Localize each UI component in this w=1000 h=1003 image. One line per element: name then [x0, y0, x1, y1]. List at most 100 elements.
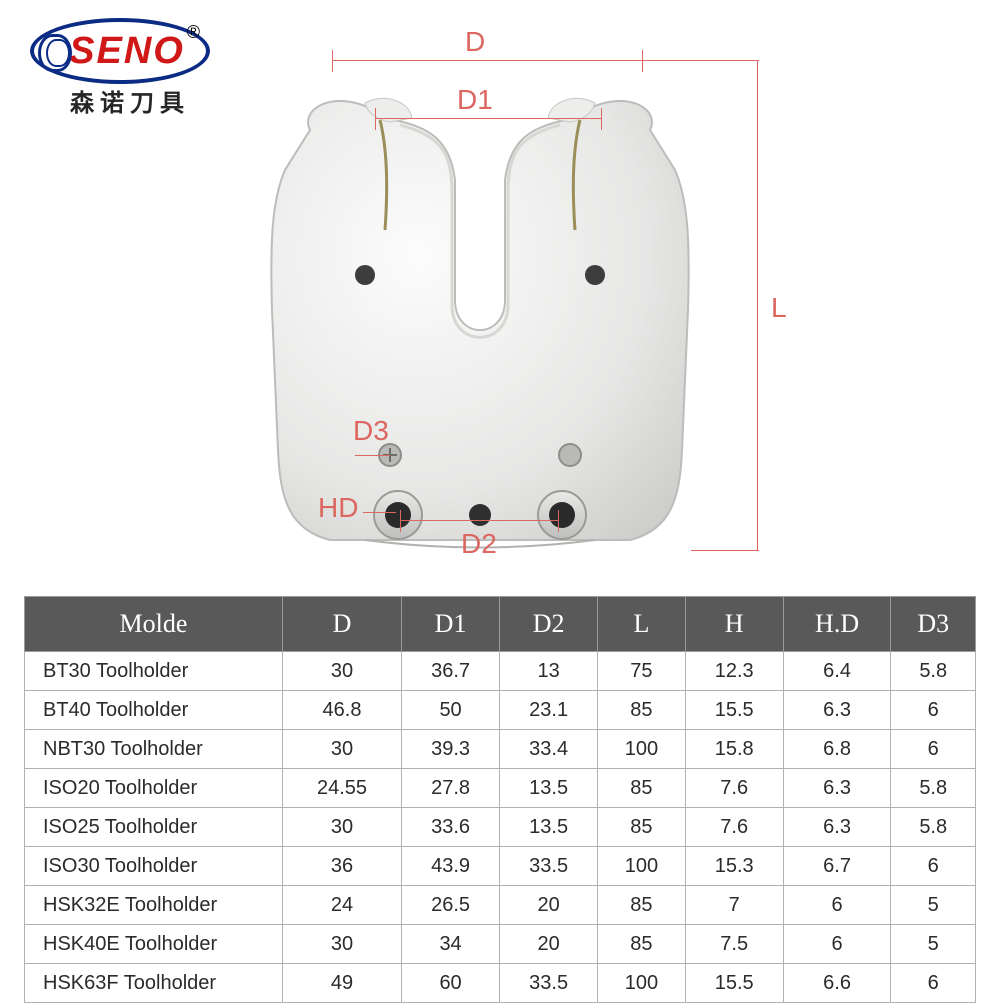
- table-cell: 85: [598, 769, 686, 808]
- table-cell: 75: [598, 652, 686, 691]
- table-cell: 6: [783, 886, 891, 925]
- table-cell: HSK63F Toolholder: [25, 964, 283, 1003]
- col-header: H: [685, 597, 783, 652]
- table-cell: 6: [891, 730, 976, 769]
- table-cell: 6.3: [783, 691, 891, 730]
- table-cell: 6: [783, 925, 891, 964]
- table-cell: BT40 Toolholder: [25, 691, 283, 730]
- table-cell: 6.8: [783, 730, 891, 769]
- table-cell: 6.4: [783, 652, 891, 691]
- table-cell: 36: [283, 847, 402, 886]
- table-cell: 85: [598, 886, 686, 925]
- table-row: ISO25 Toolholder3033.613.5857.66.35.8: [25, 808, 976, 847]
- table-cell: 13: [500, 652, 598, 691]
- table-cell: 15.5: [685, 691, 783, 730]
- dim-label-L: L: [771, 292, 787, 324]
- dim-label-HD: HD: [318, 492, 358, 524]
- dim-line-L: [757, 60, 758, 550]
- table-cell: 6: [891, 964, 976, 1003]
- col-header: D3: [891, 597, 976, 652]
- dim-line-D1: [375, 118, 601, 119]
- table-cell: 34: [402, 925, 500, 964]
- table-cell: 100: [598, 847, 686, 886]
- table-cell: 33.5: [500, 964, 598, 1003]
- table-row: BT40 Toolholder46.85023.18515.56.36: [25, 691, 976, 730]
- table-cell: 20: [500, 925, 598, 964]
- col-header: Molde: [25, 597, 283, 652]
- table-row: HSK32E Toolholder2426.52085765: [25, 886, 976, 925]
- table-cell: 6.6: [783, 964, 891, 1003]
- table-cell: 7.6: [685, 808, 783, 847]
- table-row: ISO20 Toolholder24.5527.813.5857.66.35.8: [25, 769, 976, 808]
- table-cell: 6: [891, 691, 976, 730]
- col-header: H.D: [783, 597, 891, 652]
- table-cell: 6.3: [783, 769, 891, 808]
- table-cell: 85: [598, 808, 686, 847]
- table-cell: 85: [598, 691, 686, 730]
- table-cell: 15.8: [685, 730, 783, 769]
- dim-label-D3: D3: [353, 415, 389, 447]
- table-row: BT30 Toolholder3036.7137512.36.45.8: [25, 652, 976, 691]
- table-cell: HSK32E Toolholder: [25, 886, 283, 925]
- table-cell: 5: [891, 886, 976, 925]
- table-cell: 23.1: [500, 691, 598, 730]
- table-cell: 5.8: [891, 769, 976, 808]
- table-cell: 49: [283, 964, 402, 1003]
- logo-brand-text: SENO: [69, 32, 185, 70]
- dim-line-D: [332, 60, 642, 61]
- table-cell: NBT30 Toolholder: [25, 730, 283, 769]
- table-cell: 46.8: [283, 691, 402, 730]
- table-cell: 6.7: [783, 847, 891, 886]
- table-row: HSK40E Toolholder303420857.565: [25, 925, 976, 964]
- table-cell: 7.5: [685, 925, 783, 964]
- table-cell: 7.6: [685, 769, 783, 808]
- registered-mark: ®: [187, 22, 200, 43]
- brand-logo: SENO ® 森诺刀具: [30, 18, 230, 119]
- dim-label-D: D: [465, 26, 485, 58]
- table-cell: 20: [500, 886, 598, 925]
- dim-line-D2: [400, 520, 558, 521]
- table-cell: BT30 Toolholder: [25, 652, 283, 691]
- table-cell: 5.8: [891, 652, 976, 691]
- table-row: ISO30 Toolholder3643.933.510015.36.76: [25, 847, 976, 886]
- product-diagram: D D1 L D3 HD D2: [235, 50, 795, 570]
- table-cell: 24.55: [283, 769, 402, 808]
- table-cell: 33.4: [500, 730, 598, 769]
- col-header: L: [598, 597, 686, 652]
- table-cell: 24: [283, 886, 402, 925]
- table-cell: 15.5: [685, 964, 783, 1003]
- table-cell: 100: [598, 730, 686, 769]
- table-cell: 33.5: [500, 847, 598, 886]
- table-cell: 12.3: [685, 652, 783, 691]
- table-cell: 30: [283, 925, 402, 964]
- table-cell: 7: [685, 886, 783, 925]
- table-cell: 43.9: [402, 847, 500, 886]
- table-cell: 30: [283, 808, 402, 847]
- col-header: D: [283, 597, 402, 652]
- table-cell: 6.3: [783, 808, 891, 847]
- table-cell: 13.5: [500, 808, 598, 847]
- table-cell: 85: [598, 925, 686, 964]
- toolholder-shape: [270, 80, 690, 550]
- table-cell: ISO30 Toolholder: [25, 847, 283, 886]
- table-cell: 30: [283, 652, 402, 691]
- table-cell: 33.6: [402, 808, 500, 847]
- dim-label-D2: D2: [461, 528, 497, 560]
- table-header-row: Molde D D1 D2 L H H.D D3: [25, 597, 976, 652]
- dim-label-D1: D1: [457, 84, 493, 116]
- table-cell: 26.5: [402, 886, 500, 925]
- table-cell: ISO20 Toolholder: [25, 769, 283, 808]
- col-header: D2: [500, 597, 598, 652]
- table-cell: 60: [402, 964, 500, 1003]
- table-cell: 39.3: [402, 730, 500, 769]
- col-header: D1: [402, 597, 500, 652]
- table-cell: 6: [891, 847, 976, 886]
- table-cell: 27.8: [402, 769, 500, 808]
- spec-table: Molde D D1 D2 L H H.D D3 BT30 Toolholder…: [24, 596, 976, 1003]
- table-row: HSK63F Toolholder496033.510015.56.66: [25, 964, 976, 1003]
- logo-cn-text: 森诺刀具: [30, 90, 230, 119]
- table-cell: 15.3: [685, 847, 783, 886]
- table-cell: HSK40E Toolholder: [25, 925, 283, 964]
- table-cell: 100: [598, 964, 686, 1003]
- table-cell: 36.7: [402, 652, 500, 691]
